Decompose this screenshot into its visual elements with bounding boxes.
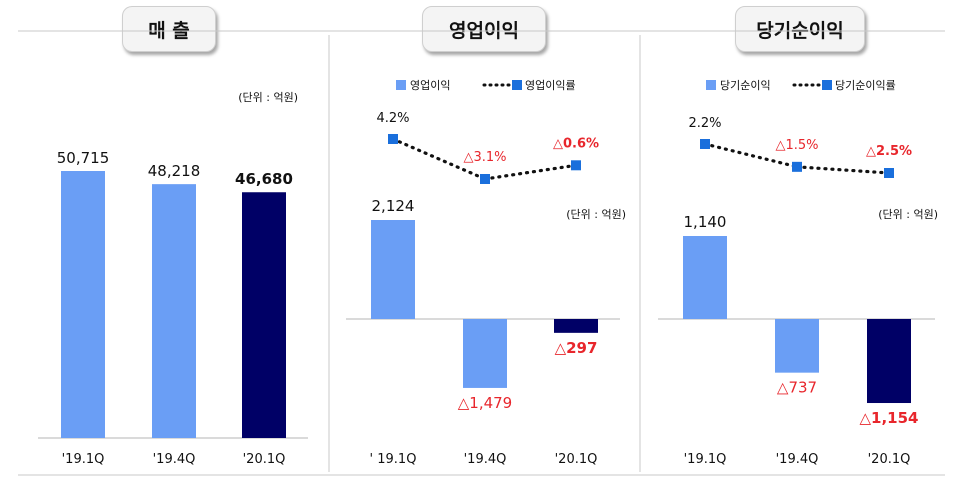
revenue-x-tick-0: '19.1Q [62,452,105,467]
net-income-bar-1 [775,319,819,373]
op-profit-x-tick-0: ' 19.1Q [370,452,417,467]
op-profit-bar-label-2: △297 [555,339,598,357]
net-income-margin-line-seg-0 [703,142,799,169]
net-income-bar-0 [683,236,727,319]
op-profit-legend-line-label: 영업이익률 [525,79,576,92]
revenue-value-label-0: 50,715 [57,149,110,167]
net-income-x-tick-0: '19.1Q [684,452,727,467]
operating-profit-title: 영업이익 [422,6,546,52]
op-profit-x-tick-1: '19.4Q [464,452,507,467]
net-income-margin-line-seg-1 [795,165,891,175]
net-income-legend-bar-swatch [706,80,716,90]
op-profit-margin-label-1: △3.1% [463,150,506,165]
op-profit-bar-1 [463,319,507,388]
net-income-legend-line-marker [822,80,832,90]
net-income-bar-label-2: △1,154 [860,409,919,427]
op-profit-unit-label: (단위 : 억원) [566,208,626,221]
revenue-x-tick-1: '19.4Q [153,452,196,467]
net-income-legend-line-label: 당기순이익률 [835,79,896,92]
op-profit-margin-line-seg-0 [391,137,487,181]
net-income-margin-marker-2 [884,168,894,178]
revenue-unit-label: (단위 : 억원) [238,91,298,104]
op-profit-margin-line-seg-1 [483,163,578,181]
net-income-margin-marker-1 [792,161,802,172]
revenue-bar-1 [152,184,196,438]
op-profit-legend-bar-label: 영업이익 [410,79,450,92]
net-income-margin-marker-0 [700,139,710,149]
op-profit-bar-label-0: 2,124 [372,197,415,215]
op-profit-bar-label-1: △1,479 [458,394,512,412]
revenue-value-label-1: 48,218 [148,162,201,180]
op-profit-bar-0 [371,220,415,319]
revenue-x-tick-2: '20.1Q [243,452,286,467]
revenue-bar-2 [242,192,286,438]
op-profit-x-tick-2: '20.1Q [555,452,598,467]
op-profit-bar-2 [554,319,598,333]
net-income-bar-label-0: 1,140 [684,213,727,231]
op-profit-margin-label-2: △0.6% [553,136,599,151]
op-profit-legend-line-marker [512,80,522,90]
revenue-bar-0 [61,171,105,438]
revenue-value-label-2: 46,680 [235,170,293,188]
op-profit-legend-bar-swatch [396,80,406,90]
net-income-margin-label-0: 2.2% [688,116,721,131]
net-income-bar-2 [867,319,911,404]
op-profit-margin-label-0: 4.2% [376,111,409,126]
net-income-margin-label-1: △1.5% [775,138,818,153]
op-profit-margin-marker-2 [571,160,581,171]
net-income-x-tick-2: '20.1Q [868,452,911,467]
net-income-margin-label-2: △2.5% [866,144,912,159]
net-income-unit-label: (단위 : 억원) [878,208,938,221]
net-income-bar-label-1: △737 [777,379,817,397]
net-income-x-tick-1: '19.4Q [776,452,819,467]
op-profit-margin-marker-0 [388,134,398,144]
net-income-legend-bar-label: 당기순이익 [720,79,771,92]
op-profit-margin-marker-1 [480,174,490,184]
